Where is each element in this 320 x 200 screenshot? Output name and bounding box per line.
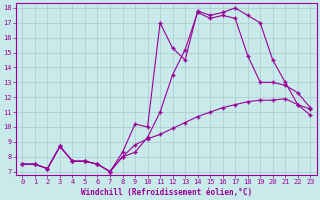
X-axis label: Windchill (Refroidissement éolien,°C): Windchill (Refroidissement éolien,°C) — [81, 188, 252, 197]
